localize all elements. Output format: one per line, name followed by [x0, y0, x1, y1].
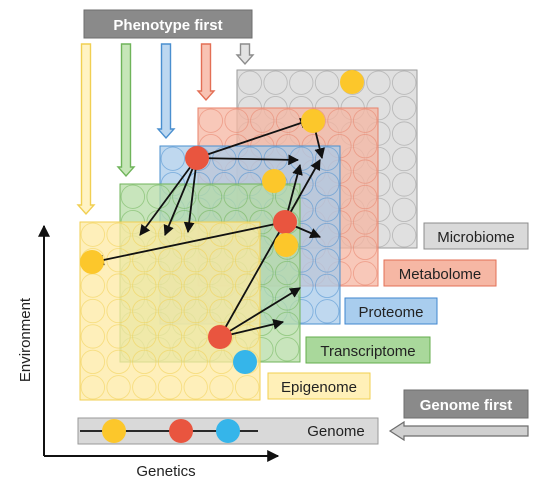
metabolome-down-arrow — [196, 43, 216, 102]
microbiome-yellow-marker — [340, 70, 364, 94]
genome-first-banner: Genome first — [403, 389, 529, 419]
association-arrows — [92, 117, 325, 338]
metabolome-label-box: Metabolome — [383, 259, 497, 287]
genome-variant-yellow — [102, 419, 126, 443]
transcriptome-down-arrow — [116, 43, 136, 178]
environment-axis-label: Environment — [17, 297, 34, 382]
epigenome-blue-marker — [233, 350, 257, 374]
epigenome-layer — [79, 221, 261, 401]
proteome-down-arrow — [156, 43, 176, 140]
genome-bar: Genome — [77, 417, 379, 445]
transcriptome-label-box: Transcriptome — [305, 336, 431, 364]
microbiome-down-arrow — [235, 43, 255, 66]
omics-markers — [80, 70, 364, 374]
association-arrow — [92, 221, 286, 266]
epigenome-yellow-marker — [80, 250, 104, 274]
association-arrow — [183, 157, 198, 234]
genome-label: Genome — [307, 423, 365, 440]
phenotype-arrows — [76, 43, 255, 216]
epigenome-red-marker — [208, 325, 232, 349]
proteome-yellow-marker — [262, 169, 286, 193]
transcriptome-red-marker — [273, 210, 297, 234]
epigenome-label-box: Epigenome — [267, 372, 371, 400]
genetics-axis-label: Genetics — [136, 463, 195, 480]
association-arrow — [196, 154, 300, 166]
phenotype-first-banner: Phenotype first — [83, 9, 253, 39]
proteome-label-box: Proteome — [344, 297, 438, 325]
axes: Genetics Environment — [17, 224, 280, 480]
metabolome-label: Metabolome — [399, 266, 482, 283]
layer-labels: Microbiome Metabolome Proteome Transcrip… — [267, 222, 529, 400]
proteome-red-marker — [185, 146, 209, 170]
transcriptome-yellow-marker — [274, 233, 298, 257]
association-arrow — [219, 159, 321, 338]
proteome-label: Proteome — [358, 304, 423, 321]
association-arrow — [139, 157, 198, 236]
genome-first-label: Genome first — [420, 397, 513, 414]
genome-variant-red — [169, 419, 193, 443]
epigenome-label: Epigenome — [281, 379, 357, 396]
genome-variant-blue — [216, 419, 240, 443]
microbiome-label: Microbiome — [437, 229, 515, 246]
phenotype-first-label: Phenotype first — [113, 17, 222, 34]
transcriptome-label: Transcriptome — [320, 343, 415, 360]
association-arrow — [196, 117, 312, 159]
epigenome-down-arrow — [76, 43, 96, 216]
metabolome-yellow-marker — [301, 109, 325, 133]
genome-first-arrow — [388, 420, 529, 442]
association-arrow — [219, 287, 301, 338]
association-arrow — [163, 157, 198, 236]
microbiome-label-box: Microbiome — [423, 222, 529, 250]
